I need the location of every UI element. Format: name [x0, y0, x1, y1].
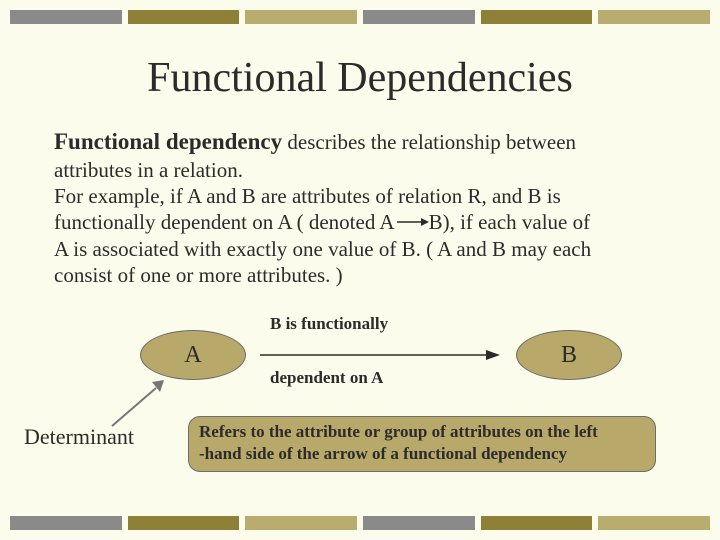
- node-a: A: [140, 330, 246, 380]
- stripe: [481, 10, 593, 24]
- bottom-stripe-bar: [0, 516, 720, 530]
- stripe: [128, 516, 240, 530]
- stripe: [128, 10, 240, 24]
- fd-label-top: B is functionally: [270, 314, 388, 334]
- top-stripe-bar: [0, 10, 720, 24]
- stripe: [363, 10, 475, 24]
- body-line5: A is associated with exactly one value o…: [54, 237, 591, 261]
- refers-line2: -hand side of the arrow of a functional …: [199, 444, 567, 463]
- stripe: [481, 516, 593, 530]
- body-line6: consist of one or more attributes. ): [54, 263, 343, 287]
- body-line4a: functionally dependent on A ( denoted A: [54, 210, 395, 234]
- stripe: [10, 10, 122, 24]
- stripe: [245, 516, 357, 530]
- refers-line1: Refers to the attribute or group of attr…: [199, 422, 598, 441]
- stripe: [598, 516, 710, 530]
- bold-lead: Functional dependency: [54, 129, 282, 154]
- determinant-arrow-icon: [108, 380, 168, 430]
- stripe: [10, 516, 122, 530]
- refers-box: Refers to the attribute or group of attr…: [188, 416, 656, 472]
- slide-title: Functional Dependencies: [0, 54, 720, 102]
- body-line1-rest: describes the relationship between: [282, 130, 576, 154]
- slide: Functional Dependencies Functional depen…: [0, 0, 720, 540]
- stripe: [245, 10, 357, 24]
- body-line2: attributes in a relation.: [54, 158, 243, 182]
- body-line4b: B), if each value of: [429, 210, 591, 234]
- stripe: [598, 10, 710, 24]
- inline-arrow-icon: [395, 216, 429, 228]
- fd-arrow-icon: [260, 350, 500, 360]
- node-b: B: [516, 330, 622, 380]
- stripe: [363, 516, 475, 530]
- fd-label-bottom: dependent on A: [270, 368, 383, 388]
- body-text: Functional dependency describes the rela…: [54, 128, 666, 288]
- body-line3: For example, if A and B are attributes o…: [54, 184, 561, 208]
